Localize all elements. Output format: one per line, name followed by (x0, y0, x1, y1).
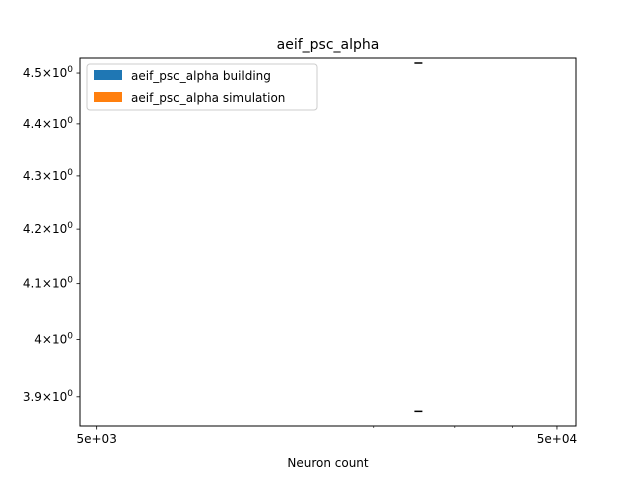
x-tick-label: 5e+03 (76, 432, 116, 446)
y-tick-label-exponent: 0 (67, 168, 73, 178)
y-tick-label: 4.3×100 (23, 168, 73, 183)
x-axis-label: Neuron count (287, 456, 369, 470)
y-tick-label-exponent: 0 (67, 65, 73, 75)
axis-ticks: 3.9×1004×1004.1×1004.2×1004.3×1004.4×100… (23, 65, 577, 446)
y-tick-label-exponent: 0 (67, 276, 73, 286)
y-tick-label: 4.4×100 (23, 116, 73, 131)
y-tick-label-mantissa: 4.5×10 (23, 66, 67, 80)
data-marks (414, 62, 423, 413)
y-tick-label-exponent: 0 (67, 389, 73, 399)
y-tick-label: 4×100 (34, 332, 73, 347)
y-tick-label-mantissa: 4.4×10 (23, 117, 67, 131)
legend: aeif_psc_alpha building aeif_psc_alpha s… (86, 63, 318, 111)
y-tick-label-exponent: 0 (67, 221, 73, 231)
y-tick-label-mantissa: 4.3×10 (23, 169, 67, 183)
legend-box (86, 63, 318, 111)
y-tick-label-mantissa: 3.9×10 (23, 390, 67, 404)
y-tick-label: 4.5×100 (23, 65, 73, 80)
y-tick-label: 4.1×100 (23, 276, 73, 291)
legend-label-building: aeif_psc_alpha building (131, 69, 271, 83)
y-tick-label-mantissa: 4×10 (34, 333, 67, 347)
y-tick-label: 4.2×100 (23, 221, 73, 236)
legend-swatch-building (94, 70, 122, 80)
y-tick-label: 3.9×100 (23, 389, 73, 404)
y-tick-label-mantissa: 4.2×10 (23, 222, 67, 236)
plot-area-frame (79, 57, 577, 427)
y-tick-label-mantissa: 4.1×10 (23, 277, 67, 291)
y-tick-label-exponent: 0 (67, 116, 73, 126)
x-tick-label: 5e+04 (537, 432, 577, 446)
y-tick-label-exponent: 0 (67, 332, 73, 342)
legend-label-simulation: aeif_psc_alpha simulation (131, 91, 285, 105)
legend-swatch-simulation (94, 92, 122, 102)
chart-title: aeif_psc_alpha (277, 37, 380, 53)
